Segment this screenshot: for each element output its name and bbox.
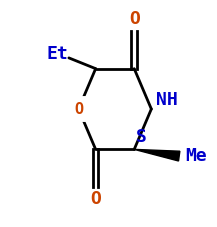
- Polygon shape: [134, 149, 180, 161]
- Text: Me: Me: [186, 147, 207, 165]
- Text: Et: Et: [46, 45, 68, 63]
- Text: O: O: [129, 10, 140, 28]
- Text: S: S: [136, 128, 147, 146]
- Text: O: O: [74, 101, 83, 116]
- Text: O: O: [90, 190, 101, 208]
- Text: NH: NH: [156, 91, 177, 109]
